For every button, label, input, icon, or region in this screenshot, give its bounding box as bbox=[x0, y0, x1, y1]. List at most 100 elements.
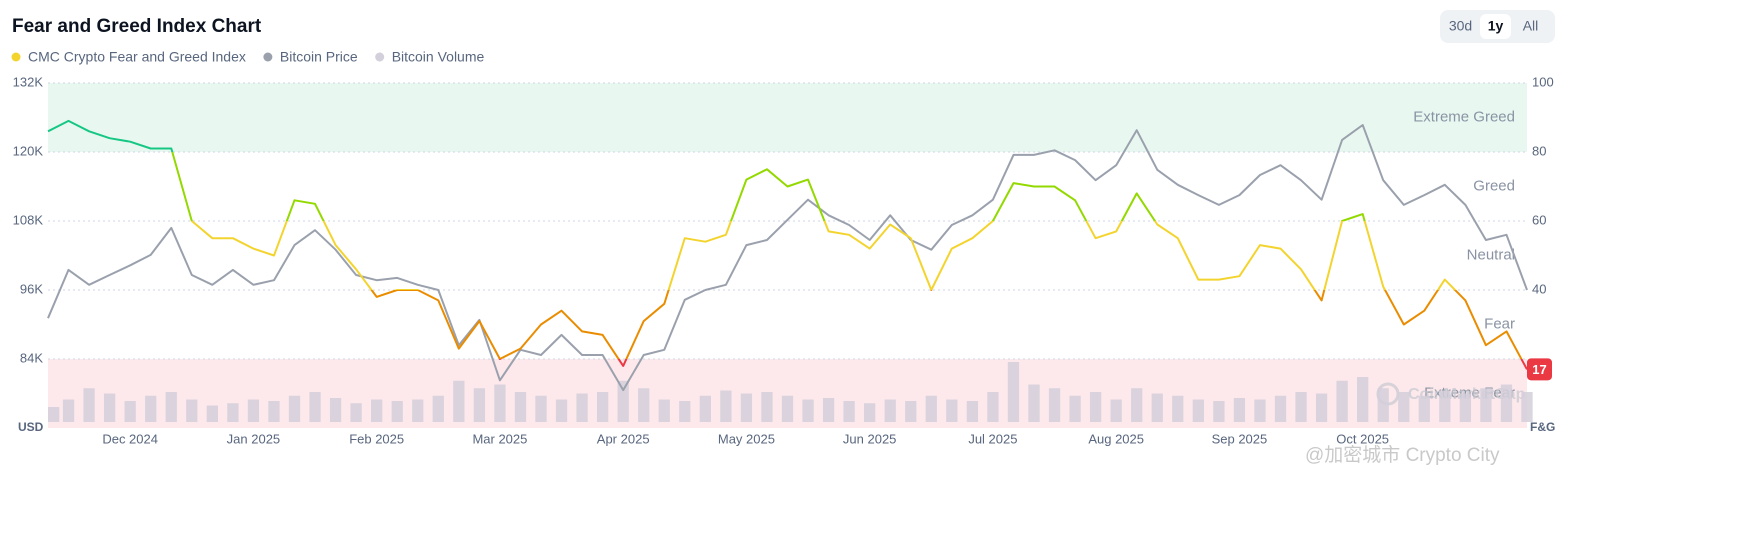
x-tick-label: Dec 2024 bbox=[102, 431, 158, 446]
volume-bar bbox=[1459, 393, 1472, 422]
volume-bar bbox=[371, 399, 383, 422]
y-tick-label: 120K bbox=[13, 143, 44, 158]
volume-bar bbox=[1418, 395, 1430, 422]
range-button[interactable]: All bbox=[1523, 18, 1539, 34]
volume-bar bbox=[1131, 388, 1143, 422]
volume-bar bbox=[103, 393, 116, 422]
volume-bar bbox=[535, 395, 547, 422]
volume-bar bbox=[124, 401, 136, 422]
volume-bar bbox=[966, 401, 979, 422]
volume-bar bbox=[1089, 392, 1102, 422]
volume-bar bbox=[1069, 395, 1081, 422]
volume-bar bbox=[1213, 401, 1225, 422]
volume-bar bbox=[761, 392, 773, 422]
volume-bar bbox=[391, 401, 403, 422]
volume-bar bbox=[822, 398, 835, 422]
volume-bar bbox=[186, 399, 198, 422]
volume-bar bbox=[329, 398, 342, 422]
volume-bar bbox=[740, 393, 753, 422]
volume-bar bbox=[1480, 388, 1492, 422]
zone-label: Extreme Greed bbox=[1413, 108, 1515, 125]
zone-band bbox=[48, 83, 1527, 152]
legend-swatch bbox=[375, 52, 385, 62]
volume-bar bbox=[843, 401, 855, 422]
volume-bar bbox=[1151, 393, 1163, 422]
volume-bar bbox=[1172, 395, 1184, 422]
x-tick-label: Mar 2025 bbox=[472, 431, 527, 446]
volume-bar bbox=[720, 390, 732, 422]
x-tick-label: Sep 2025 bbox=[1212, 431, 1268, 446]
volume-bar bbox=[206, 405, 218, 422]
volume-bar bbox=[987, 392, 999, 422]
volume-bar bbox=[1500, 384, 1513, 422]
x-tick-label: Jul 2025 bbox=[968, 431, 1017, 446]
legend-label: Bitcoin Volume bbox=[392, 49, 485, 65]
volume-bar bbox=[658, 399, 670, 422]
fear-greed-line bbox=[47, 119, 1528, 370]
volume-bar bbox=[1315, 393, 1328, 422]
volume-bar bbox=[1192, 399, 1204, 422]
legend-label: Bitcoin Price bbox=[280, 49, 358, 65]
x-tick-label: Jun 2025 bbox=[843, 431, 897, 446]
volume-bar bbox=[1398, 392, 1410, 422]
volume-bar bbox=[884, 399, 896, 422]
volume-bar bbox=[432, 395, 444, 422]
range-button-active bbox=[1480, 14, 1511, 39]
volume-bar bbox=[925, 395, 937, 422]
volume-bar bbox=[62, 399, 75, 422]
x-tick-label: Jan 2025 bbox=[227, 431, 281, 446]
x-tick-label: May 2025 bbox=[718, 431, 775, 446]
y2-tick-label: 40 bbox=[1532, 281, 1546, 296]
current-value-badge bbox=[1527, 358, 1552, 381]
range-button[interactable]: 30d bbox=[1449, 18, 1472, 34]
volume-bar bbox=[309, 392, 321, 422]
volume-bar bbox=[247, 399, 260, 422]
x-tick-label: Oct 2025 bbox=[1336, 431, 1389, 446]
x-tick-label: Aug 2025 bbox=[1088, 431, 1144, 446]
range-button[interactable]: 1y bbox=[1480, 14, 1511, 39]
y-tick-label: 132K bbox=[13, 74, 44, 89]
price-line bbox=[47, 124, 1528, 392]
volume-bar bbox=[1254, 399, 1266, 422]
volume-bar bbox=[227, 403, 239, 422]
volume-bar bbox=[1336, 380, 1348, 422]
volume-bar bbox=[514, 392, 527, 422]
volume-bar bbox=[412, 399, 424, 422]
zone-label: Greed bbox=[1473, 177, 1515, 194]
legend-swatch bbox=[263, 52, 273, 62]
range-button-label: 30d bbox=[1449, 18, 1472, 34]
volume-bar bbox=[1439, 390, 1451, 422]
legend-swatch bbox=[11, 52, 21, 62]
volume-bar bbox=[268, 401, 280, 422]
volume-bar bbox=[905, 401, 917, 422]
volume-bar bbox=[1521, 392, 1533, 422]
volume-bar bbox=[555, 399, 568, 422]
y2-axis-title: F&G bbox=[1530, 420, 1555, 434]
volume-bar bbox=[1233, 398, 1246, 422]
volume-bar bbox=[1377, 388, 1389, 422]
volume-bar bbox=[1357, 377, 1369, 422]
watermark: @加密城市 Crypto City bbox=[1305, 444, 1500, 466]
y2-tick-label: 100 bbox=[1532, 74, 1554, 89]
y-axis-title: USD bbox=[18, 420, 44, 434]
volume-bar bbox=[1028, 384, 1040, 422]
y2-tick-label: 80 bbox=[1532, 143, 1546, 158]
volume-bar bbox=[576, 393, 588, 422]
volume-bar bbox=[596, 392, 609, 422]
volume-bar bbox=[1048, 388, 1061, 422]
zone-label: Neutral bbox=[1467, 246, 1515, 263]
volume-bar bbox=[288, 395, 301, 422]
volume-bar bbox=[781, 395, 794, 422]
volume-bar bbox=[638, 388, 650, 422]
legend-label: CMC Crypto Fear and Greed Index bbox=[28, 49, 246, 65]
y-tick-label: 96K bbox=[20, 281, 43, 296]
zone-label: Fear bbox=[1484, 315, 1515, 332]
current-value: 17 bbox=[1532, 362, 1546, 377]
volume-bar bbox=[1274, 395, 1287, 422]
chart-title: Fear and Greed Index Chart bbox=[12, 16, 262, 37]
x-tick-label: Apr 2025 bbox=[597, 431, 650, 446]
volume-bar bbox=[350, 403, 362, 422]
y-tick-label: 108K bbox=[13, 212, 44, 227]
volume-bar bbox=[473, 388, 486, 422]
